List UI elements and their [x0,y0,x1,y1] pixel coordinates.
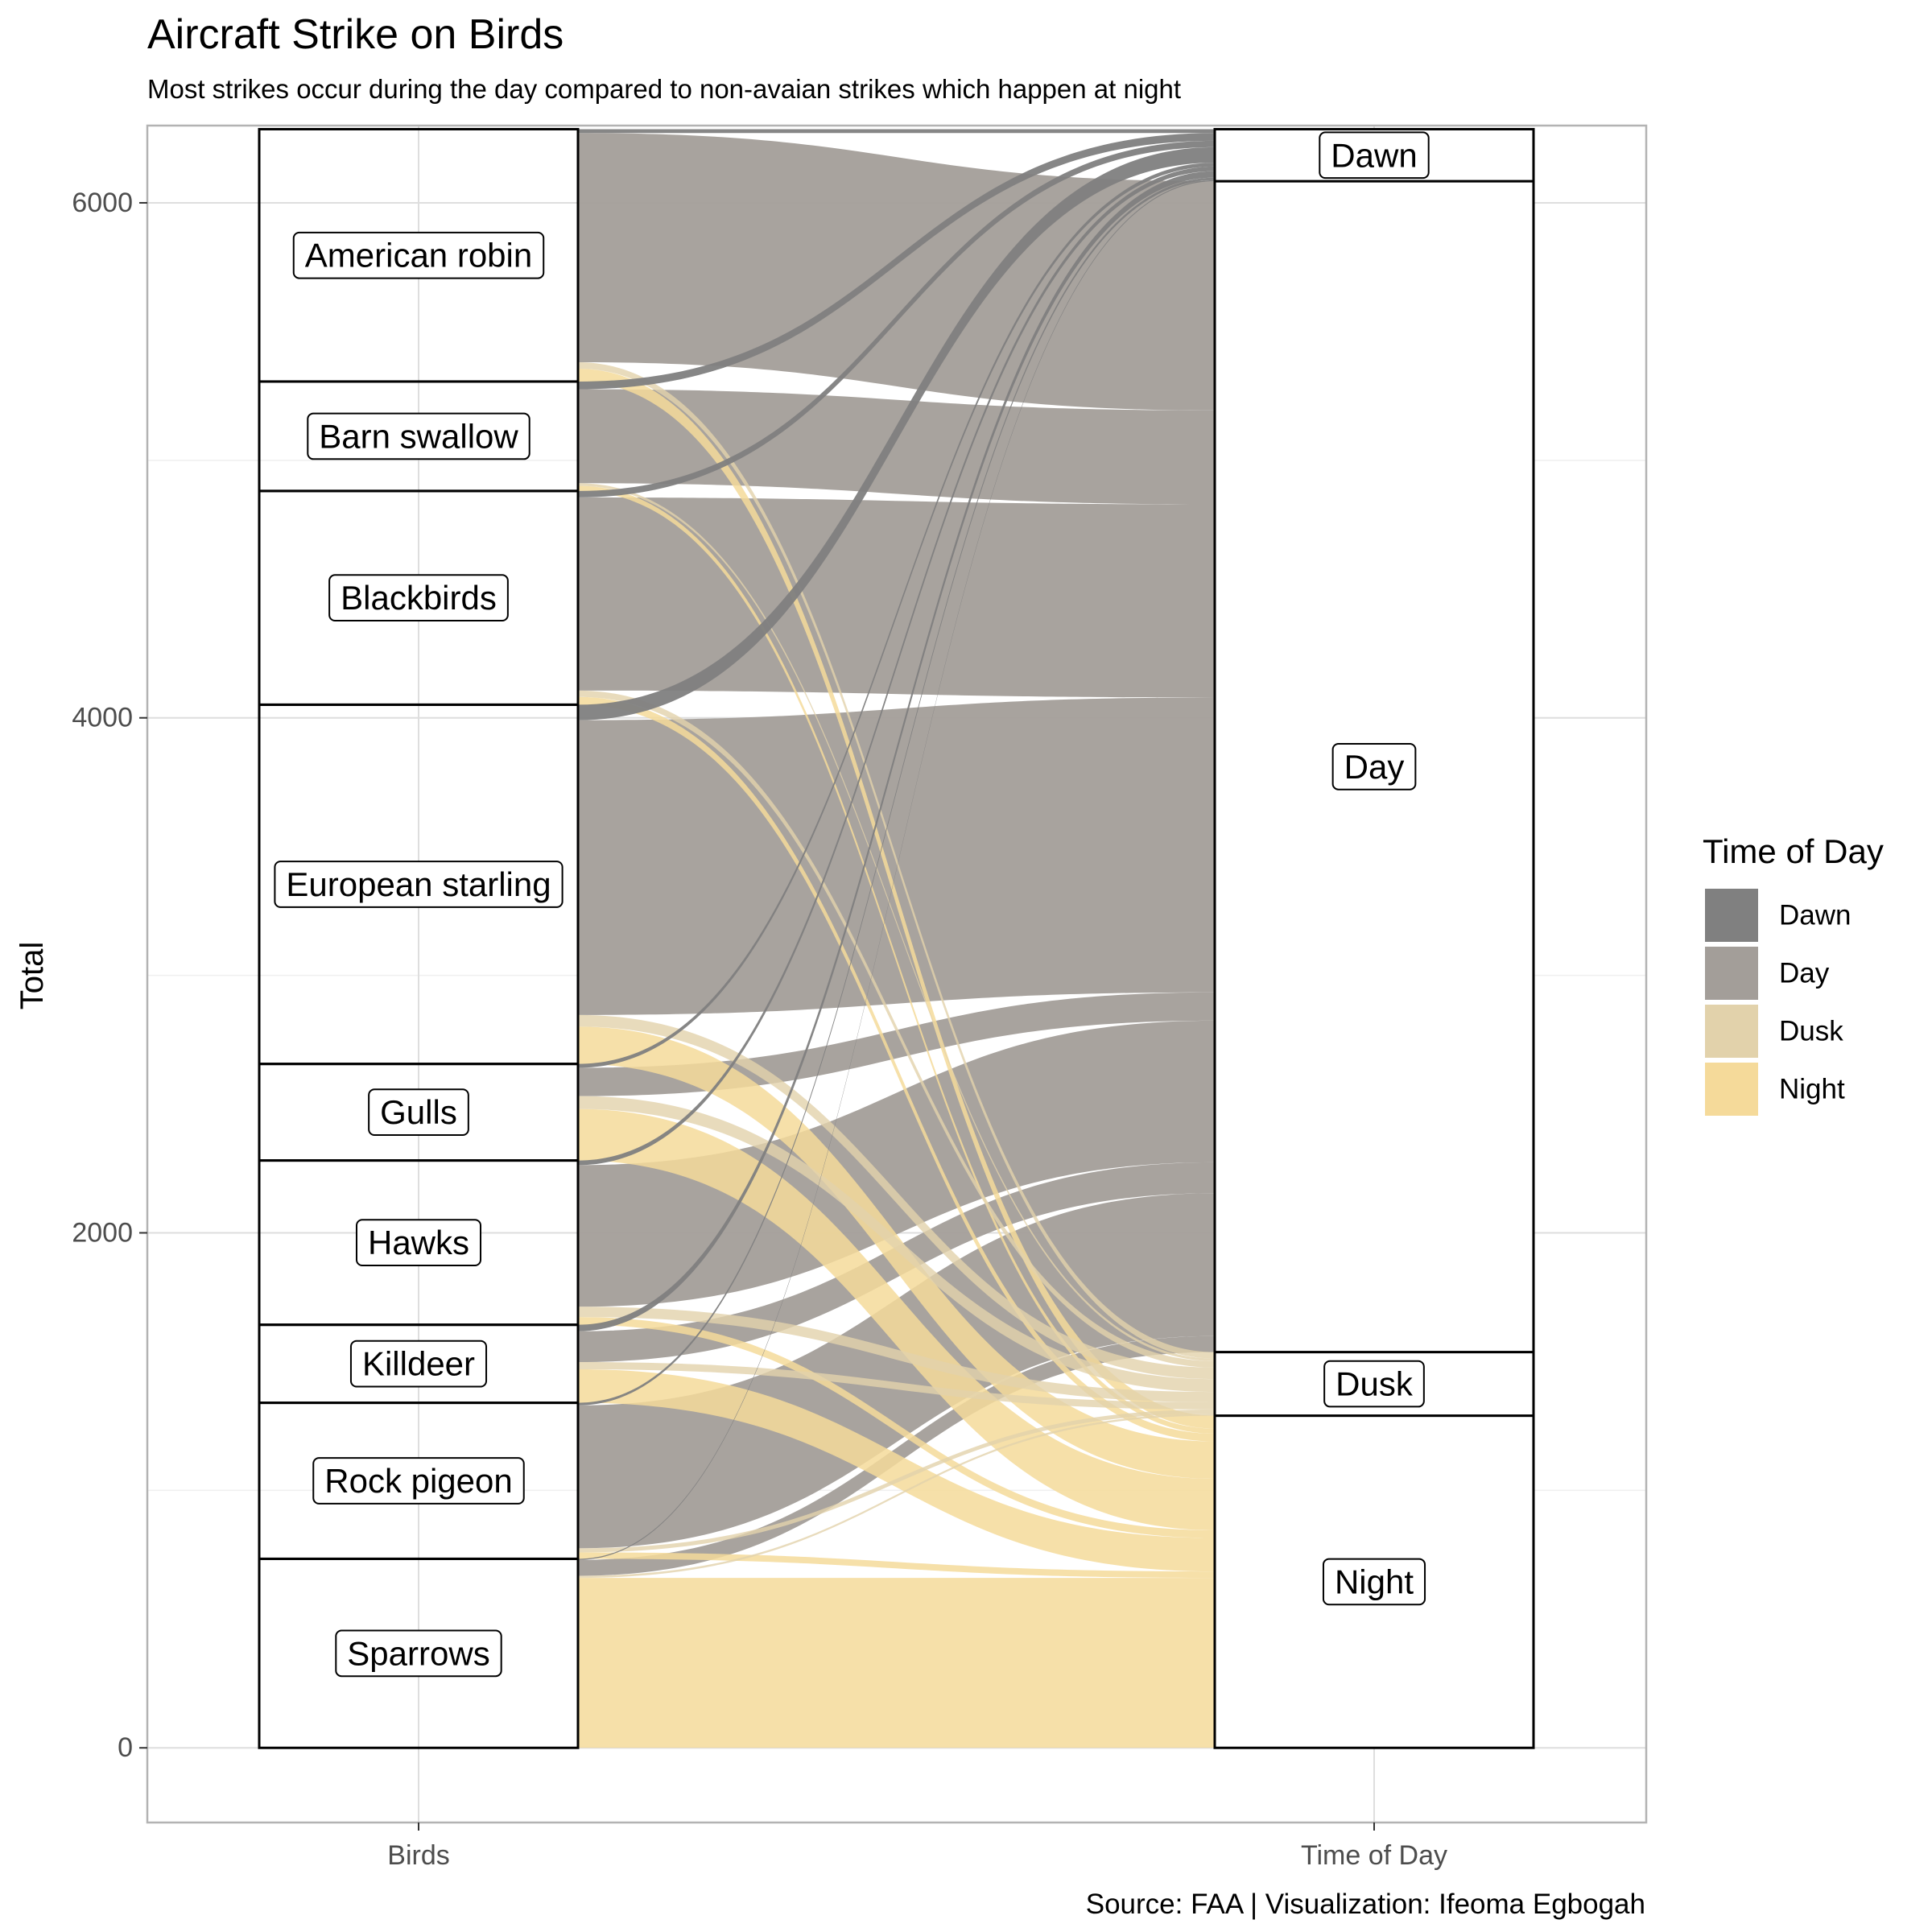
flow-night [578,485,1215,1434]
y-axis-title: Total [14,942,50,1010]
stratum-bird-label-group: Gulls [368,1088,469,1136]
flow-day [578,697,1215,1015]
legend-label-dawn: Dawn [1779,900,1851,931]
stratum-bird-label-box [307,412,530,460]
stratum-time-label: Day [1344,748,1405,786]
flow-dawn [578,180,1215,1560]
legend-label-night: Night [1779,1074,1845,1105]
flow-dusk [578,1414,1215,1579]
y-tick-label: 2000 [72,1217,133,1248]
stratum-bird-label-group: Blackbirds [328,574,509,622]
legend-key-dusk [1705,1005,1758,1058]
stratum-bird-label-box [368,1088,469,1136]
legend-label-day: Day [1779,958,1830,989]
stratum-bird-label: Blackbirds [341,579,497,617]
stratum-time-label-group: Day [1331,742,1417,791]
flow-dawn [578,133,1215,390]
stratum-time-label-box [1319,131,1430,180]
stratum-bird-label-group: Sparrows [335,1629,502,1678]
flow-day [578,133,1215,411]
chart-subtitle: Most strikes occur during the day compar… [147,74,1181,104]
flow-dusk [578,1409,1215,1553]
stratum-bird-label-group: Barn swallow [307,412,530,460]
stratum-time-label-box [1331,742,1417,791]
stratum-bird-label: Sparrows [347,1634,489,1672]
stratum-time-label-group: Dawn [1319,131,1430,180]
flow-dawn [578,140,1215,497]
alluvial-flows [578,129,1215,1748]
stratum-bird-label: Hawks [368,1224,469,1261]
flow-day [578,992,1215,1096]
flow-dawn [578,171,1215,1331]
stratum-time-label: Dawn [1331,136,1417,174]
plot-panel-border [146,124,1648,1824]
y-tick-label: 0 [118,1732,133,1763]
legend: Time of Day Dawn Day Dusk Night [1703,832,1884,1116]
stratum-bird-label: Killdeer [362,1345,475,1383]
strata: Sparrows Rock pigeon Killdeer Hawks Gulls Eur… [258,127,1535,1749]
flow-dusk [578,1307,1215,1402]
flow-night [578,696,1215,1442]
x-tick-label: Birds [387,1840,449,1871]
stratum-bird-label: Rock pigeon [324,1462,512,1500]
flow-day [578,1020,1215,1307]
stratum-bird-label-box [274,861,564,908]
flow-dawn [578,129,1215,134]
stratum-bird-label-box [312,1457,525,1505]
flow-day [578,389,1215,505]
flow-dawn [578,177,1215,1406]
legend-key-night [1705,1063,1758,1116]
y-tick-label: 6000 [72,188,133,218]
flow-night [578,1026,1215,1479]
chart-caption: Source: FAA | Visualization: Ifeoma Egbo… [1086,1889,1645,1920]
y-axis: 0 2000 4000 6000 [72,188,147,1763]
chart-title: Aircraft Strike on Birds [147,11,564,58]
flow-dusk [578,1014,1215,1380]
stratum-time-label: Dusk [1335,1365,1414,1403]
stratum-bird-label: Barn swallow [319,417,518,455]
legend-label-dusk: Dusk [1779,1016,1843,1047]
stratum-bird-label: European starling [286,865,551,903]
flow-dusk [578,1096,1215,1393]
flow-night [578,368,1215,1429]
stratum-bird-label-group: American robin [292,231,545,279]
stratum-bird-label-box [328,574,509,622]
flow-dusk [578,1362,1215,1410]
stratum-bird-label-group: European starling [274,861,564,908]
stratum-time-label: Night [1335,1563,1414,1600]
flow-night [578,1108,1215,1530]
x-axis: Birds Time of Day [387,1823,1447,1871]
stratum-bird-label-box [355,1219,482,1266]
flow-dusk [578,690,1215,1368]
flow-night [578,1317,1215,1538]
flow-dawn [578,166,1215,1166]
stratum-bird [258,127,580,383]
stratum-time-label-box [1322,1558,1426,1606]
stratum-time-label-box [1323,1360,1425,1408]
stratum-bird-label-group: Killdeer [349,1340,488,1388]
x-tick-label: Time of Day [1301,1840,1447,1871]
stratum-bird-label: American robin [305,237,532,275]
flow-day [578,1193,1215,1549]
legend-title: Time of Day [1703,832,1884,870]
flow-dusk [578,483,1215,1361]
stratum-time-label-group: Night [1322,1558,1426,1606]
stratum-bird-label-box [292,231,545,279]
stratum-bird-label: Gulls [380,1093,457,1131]
stratum-bird-label-box [335,1629,502,1678]
stratum-bird-label-box [349,1340,488,1388]
stratum-time-label-group: Dusk [1323,1360,1425,1408]
legend-key-day [1705,947,1758,1000]
flow-dawn [578,147,1215,720]
stratum-bird-label-group: Hawks [355,1219,482,1266]
flow-night [578,1369,1215,1572]
y-tick-label: 4000 [72,703,133,733]
flow-dusk [578,361,1215,1359]
flow-dawn [578,163,1215,1068]
legend-key-dawn [1705,889,1758,942]
stratum-bird-label-group: Rock pigeon [312,1457,525,1505]
flow-night [578,1578,1215,1748]
